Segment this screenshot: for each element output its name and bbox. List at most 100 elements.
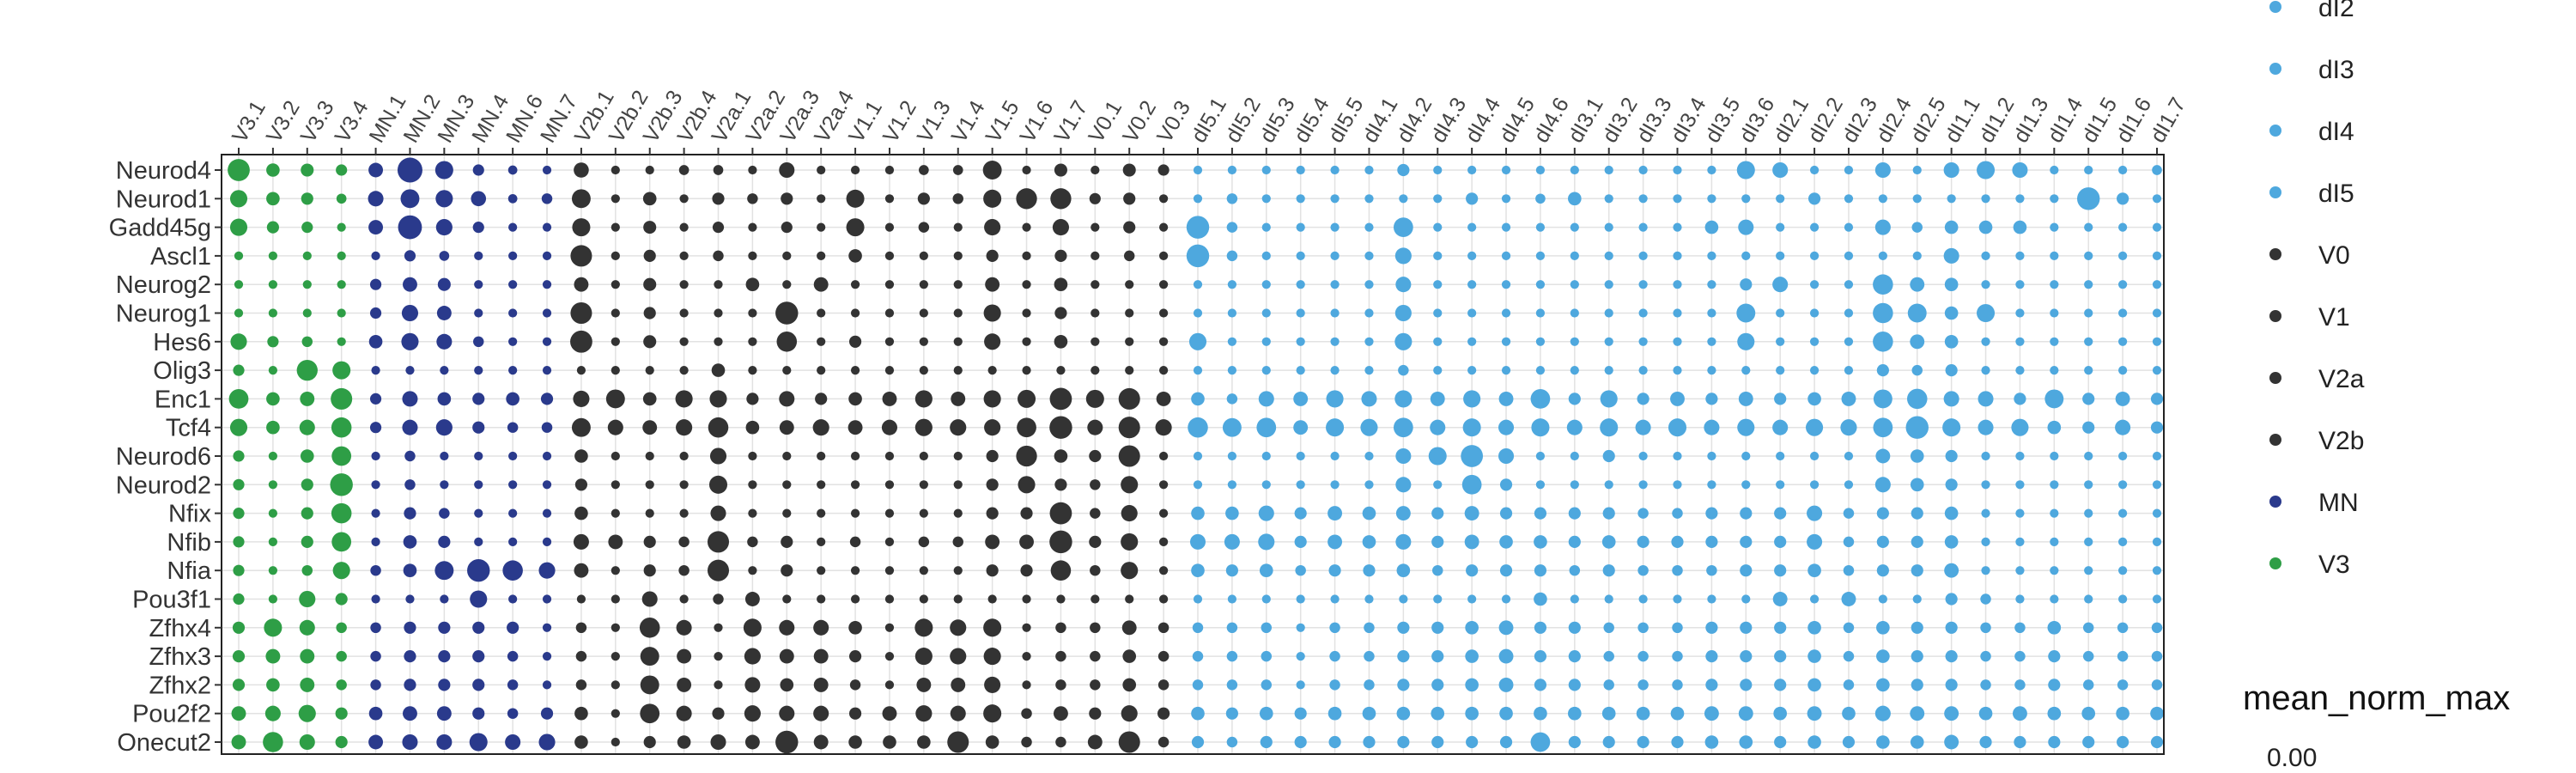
x-tick-label: dI5.1 xyxy=(1187,94,1231,147)
dot-Onecut2-dI2.2 xyxy=(1807,735,1821,749)
dot-Zfhx3-dI4.2 xyxy=(1397,650,1410,663)
dot-Neurod6-MN.3 xyxy=(440,451,449,461)
dot-Neurod1-MN.7 xyxy=(541,193,553,204)
dot-Hes6-dI4.2 xyxy=(1394,332,1413,350)
dot-Gadd45g-MN.3 xyxy=(435,219,453,236)
dot-Olig3-V0.3 xyxy=(1158,365,1169,375)
dot-Zfhx3-dI4.1 xyxy=(1364,650,1375,662)
dot-Pou3f1-V0.1 xyxy=(1091,594,1100,604)
dot-Ascl1-dI3.6 xyxy=(1741,251,1751,261)
dot-Neurod6-dI3.1 xyxy=(1570,451,1579,461)
dot-Neurod4-V2b.2 xyxy=(611,165,620,175)
dot-Onecut2-V0.1 xyxy=(1087,734,1103,750)
dot-Neurod2-V3.1 xyxy=(233,478,245,490)
dot-Tcf4-V0.2 xyxy=(1118,417,1140,439)
dot-Neurod2-dI2.1 xyxy=(1776,480,1785,490)
x-tick-label: dI1.4 xyxy=(2043,94,2087,147)
dot-Neurog2-V3.1 xyxy=(234,280,244,289)
dot-Neurod6-V2b.4 xyxy=(679,451,689,461)
dot-Olig3-dI4.6 xyxy=(1535,365,1546,375)
dot-Neurod1-dI5.4 xyxy=(1296,194,1305,204)
dot-Zfhx2-dI3.3 xyxy=(1637,679,1649,691)
dot-Enc1-V0.2 xyxy=(1118,387,1140,410)
dot-Onecut2-dI1.7 xyxy=(2150,735,2164,749)
dot-Ascl1-dI4.5 xyxy=(1501,251,1511,261)
dot-Zfhx2-dI4.2 xyxy=(1397,679,1410,691)
dot-Olig3-dI5.2 xyxy=(1227,365,1237,375)
dot-Neurod1-MN.2 xyxy=(400,189,420,209)
dot-Neurod4-dI5.4 xyxy=(1296,165,1305,175)
dot-Zfhx4-dI5.3 xyxy=(1261,622,1273,634)
dot-Neurod2-dI1.1 xyxy=(1945,478,1958,491)
dot-Zfhx2-V2a.1 xyxy=(714,680,723,690)
dot-Neurog1-dI1.1 xyxy=(1944,306,1959,320)
dot-Nfib-V3.4 xyxy=(331,532,352,552)
dot-Hes6-dI3.2 xyxy=(1604,337,1613,346)
dot-Gadd45g-dI2.5 xyxy=(1911,222,1923,233)
dot-Neurog2-dI3.4 xyxy=(1673,280,1682,289)
dot-Tcf4-dI1.1 xyxy=(1942,418,1961,437)
dot-Olig3-dI4.1 xyxy=(1364,365,1374,375)
dot-Gadd45g-dI2.1 xyxy=(1776,222,1785,232)
dot-Zfhx3-dI1.5 xyxy=(2082,650,2094,662)
x-tick-label: dI2.3 xyxy=(1838,94,1882,147)
dot-Nfia-V1.5 xyxy=(986,564,999,577)
dot-Ascl1-V1.4 xyxy=(953,251,963,261)
dot-Enc1-V2b.4 xyxy=(675,390,693,408)
dot-Tcf4-dI1.7 xyxy=(2150,421,2164,434)
dot-Zfhx4-V2b.2 xyxy=(611,623,620,632)
dot-Tcf4-dI4.3 xyxy=(1430,419,1446,435)
dot-Neurod6-dI2.3 xyxy=(1844,451,1854,461)
dot-Neurod6-dI1.4 xyxy=(2050,451,2059,461)
dot-Zfhx3-dI1.1 xyxy=(1945,650,1958,663)
y-tick-label: Neurod4 xyxy=(116,157,211,185)
dot-Neurod6-V2b.1 xyxy=(574,449,588,463)
dot-Nfix-V1.3 xyxy=(919,508,928,518)
dot-Neurog2-dI4.1 xyxy=(1364,280,1374,289)
dot-Olig3-V2b.2 xyxy=(611,365,620,375)
dot-Zfhx4-dI2.5 xyxy=(1911,621,1923,634)
dot-Nfia-dI4.1 xyxy=(1363,564,1376,577)
dot-Gadd45g-V3.2 xyxy=(266,221,279,234)
x-tick-label: dI4.2 xyxy=(1392,94,1437,147)
dot-Tcf4-dI5.3 xyxy=(1256,417,1277,438)
dot-Neurod6-dI4.2 xyxy=(1395,447,1412,465)
dot-Neurod4-dI3.3 xyxy=(1638,165,1648,175)
dot-Neurod4-V3.3 xyxy=(301,163,314,177)
dot-Zfhx4-V0.1 xyxy=(1090,622,1101,634)
dot-Neurog2-V1.1 xyxy=(850,280,860,289)
dot-Olig3-V1.2 xyxy=(884,365,895,375)
dot-Nfia-MN.4 xyxy=(467,558,490,582)
dot-Gadd45g-dI4.4 xyxy=(1467,222,1477,232)
dot-Tcf4-dI4.2 xyxy=(1393,417,1413,438)
dot-Gadd45g-dI3.4 xyxy=(1673,222,1682,232)
dot-Neurog2-dI1.6 xyxy=(2117,280,2128,289)
dot-Tcf4-dI5.1 xyxy=(1188,417,1208,438)
dot-Onecut2-V3.4 xyxy=(335,735,348,749)
dot-Pou2f2-V2a.2 xyxy=(744,705,761,722)
dot-Zfhx2-dI1.7 xyxy=(2151,679,2163,691)
dot-Tcf4-V2a.1 xyxy=(708,417,729,438)
dot-Neurog1-V0.2 xyxy=(1125,308,1134,318)
dot-Neurod6-dI1.3 xyxy=(2015,451,2025,461)
dot-Pou3f1-MN.3 xyxy=(440,594,449,604)
dot-Enc1-V1.1 xyxy=(848,392,862,406)
dot-Tcf4-dI3.1 xyxy=(1566,419,1583,435)
dot-Zfhx3-V2b.2 xyxy=(611,651,620,661)
dot-Olig3-MN.4 xyxy=(474,365,483,375)
dot-Ascl1-dI5.4 xyxy=(1296,251,1305,261)
dot-Pou3f1-V2b.4 xyxy=(679,594,689,604)
dot-Neurod6-V3.2 xyxy=(268,451,278,461)
dot-Onecut2-dI3.3 xyxy=(1637,735,1649,749)
x-tick-label: dI3.1 xyxy=(1564,94,1608,147)
dot-Onecut2-V1.3 xyxy=(917,735,931,749)
dot-Pou2f2-V1.1 xyxy=(848,707,862,720)
dot-Neurod4-dI1.6 xyxy=(2117,165,2128,175)
dot-Nfib-dI4.3 xyxy=(1431,535,1444,548)
dot-Nfia-dI2.5 xyxy=(1911,564,1923,577)
dot-Neurog2-dI5.1 xyxy=(1193,280,1203,289)
dot-Olig3-dI2.2 xyxy=(1809,365,1820,375)
dot-Zfhx4-dI1.4 xyxy=(2047,620,2062,635)
dot-Ascl1-V1.5 xyxy=(986,249,999,262)
dot-Neurod1-V2a.1 xyxy=(712,192,725,205)
